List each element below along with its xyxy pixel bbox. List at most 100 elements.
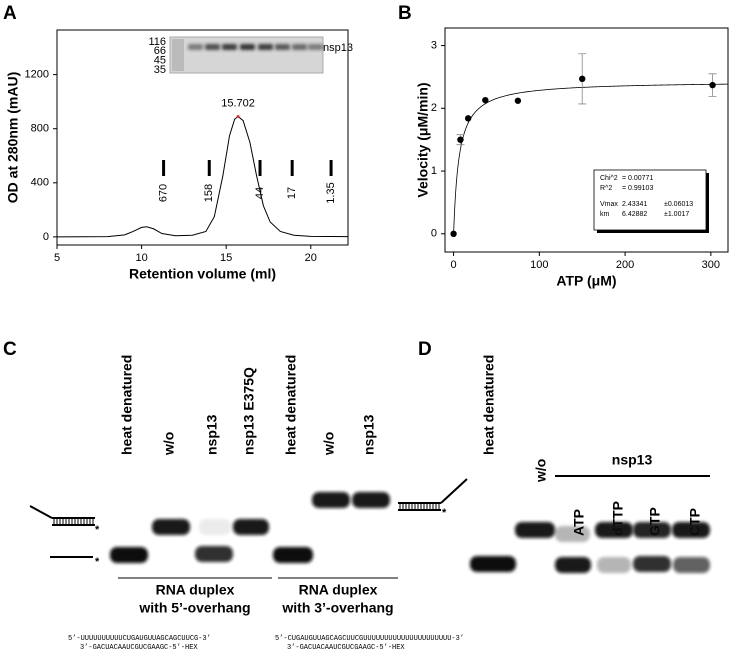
group-label: with 5’-overhang <box>138 600 250 616</box>
group-label: RNA duplex <box>299 582 378 598</box>
fit-name: Chi^2 <box>600 175 618 182</box>
group-label: RNA duplex <box>156 582 235 598</box>
y-axis-label: Velocity (μM/min) <box>415 82 431 197</box>
y-tick-label: 800 <box>31 123 49 135</box>
lane-label: heat denatured <box>283 355 299 455</box>
x-tick-label: 20 <box>305 252 317 264</box>
fit-value: 2.43341 <box>622 201 647 208</box>
plot-frame <box>56 29 349 246</box>
lane-label: nsp13 <box>361 414 377 455</box>
panel-label: B <box>398 3 412 24</box>
y-tick-label: 1200 <box>25 69 49 81</box>
x-tick-label: 0 <box>451 259 457 271</box>
sequence: 3’-GACUACAAUCGUCGAAGC-5’-HEX <box>80 644 198 652</box>
x-tick-label: 10 <box>135 252 147 264</box>
y-tick-label: 1 <box>431 165 437 177</box>
fit-name: R^2 <box>600 185 612 192</box>
trace <box>56 115 349 238</box>
asterisk: * <box>442 507 447 519</box>
lane-label: w/o <box>161 432 177 456</box>
gel-band <box>308 44 323 50</box>
x-tick-label: 15 <box>220 252 232 264</box>
point <box>457 136 464 143</box>
point <box>514 97 522 104</box>
duplex-icon <box>398 478 468 511</box>
panel-label: D <box>418 339 432 360</box>
ladder-label: 116 <box>148 36 166 48</box>
y-tick-label: 2 <box>431 102 437 114</box>
fit-box <box>593 169 707 231</box>
fit-name: km <box>600 211 610 218</box>
gel-band <box>515 522 555 538</box>
fit-curve <box>453 83 729 234</box>
group-label: with 3’-overhang <box>281 600 393 616</box>
group-label: nsp13 <box>612 452 653 468</box>
sequence: 5’-CUGAUGUUAGCAGCUUCGUUUUUUUUUUUUUUUUUUU… <box>275 635 464 643</box>
gel-band <box>188 44 203 50</box>
y-tick-label: 400 <box>31 177 49 189</box>
point <box>464 115 472 122</box>
asterisk: * <box>95 524 100 536</box>
point <box>450 230 457 238</box>
standard-label: 1.35 <box>325 182 337 203</box>
point <box>579 75 586 83</box>
panel-label: A <box>3 3 17 24</box>
inset-protein-label: nsp13 <box>323 42 353 54</box>
duplex-ticks <box>53 518 94 525</box>
gel-band <box>292 44 307 50</box>
lane-label: nsp13 E375Q <box>241 367 257 455</box>
standard-label: 158 <box>203 184 215 202</box>
panel-label: C <box>3 339 17 360</box>
sequence: 5’-UUUUUUUUUUCUGAUGUUAGCAGCUUCG-3’ <box>68 635 211 643</box>
peak-label: 15.702 <box>221 97 255 109</box>
plot-frame <box>444 27 729 253</box>
ladder-label: 35 <box>154 64 166 76</box>
gel-band <box>595 522 633 538</box>
y-tick-label: 0 <box>431 228 437 240</box>
point <box>709 81 716 89</box>
standard-label: 17 <box>286 187 298 199</box>
fit-value: = 0.99103 <box>622 185 653 192</box>
gel-band <box>152 519 190 535</box>
gel-band <box>273 547 313 563</box>
duplex-icon <box>29 505 95 526</box>
gel-band <box>555 557 591 573</box>
gel-band <box>312 492 350 508</box>
gel-band <box>222 44 237 50</box>
gel-band <box>597 557 631 573</box>
lane-label: w/o <box>321 432 337 456</box>
gel-band <box>352 492 390 508</box>
peak-marker <box>236 115 240 119</box>
lane-label: w/o <box>533 459 549 483</box>
gel-band <box>240 44 255 50</box>
x-tick-label: 300 <box>702 259 720 271</box>
y-tick-label: 0 <box>43 231 49 243</box>
gel-band <box>555 526 590 542</box>
gel-band <box>672 522 710 538</box>
y-axis-label: OD at 280nm (mAU) <box>5 72 21 203</box>
inset-gel <box>169 36 324 74</box>
duplex-ticks <box>399 503 440 510</box>
standard-label: 670 <box>157 184 169 202</box>
x-tick-label: 100 <box>530 259 548 271</box>
fit-value: 6.42882 <box>622 211 647 218</box>
gel-band <box>633 556 671 572</box>
gel-band <box>233 519 269 535</box>
point <box>482 96 489 104</box>
fit-error: ±1.0017 <box>664 211 689 218</box>
lane-label: heat denatured <box>119 355 135 455</box>
sequence: 3’-GACUACAAUCGUCGAAGC-5’-HEX <box>287 644 405 652</box>
gel-band <box>205 44 220 50</box>
gel-band <box>275 44 290 50</box>
gel-band <box>673 557 710 573</box>
lane-label: heat denatured <box>481 355 497 455</box>
y-tick-label: 3 <box>431 39 437 51</box>
x-tick-label: 5 <box>54 252 60 264</box>
x-axis-label: ATP (μM) <box>556 273 616 289</box>
lane-label: nsp13 <box>204 414 220 455</box>
fit-name: Vmax <box>600 201 618 208</box>
ladder-label: 45 <box>154 55 166 67</box>
asterisk: * <box>95 556 100 568</box>
gel-band <box>199 519 231 535</box>
standard-label: 44 <box>254 187 266 199</box>
